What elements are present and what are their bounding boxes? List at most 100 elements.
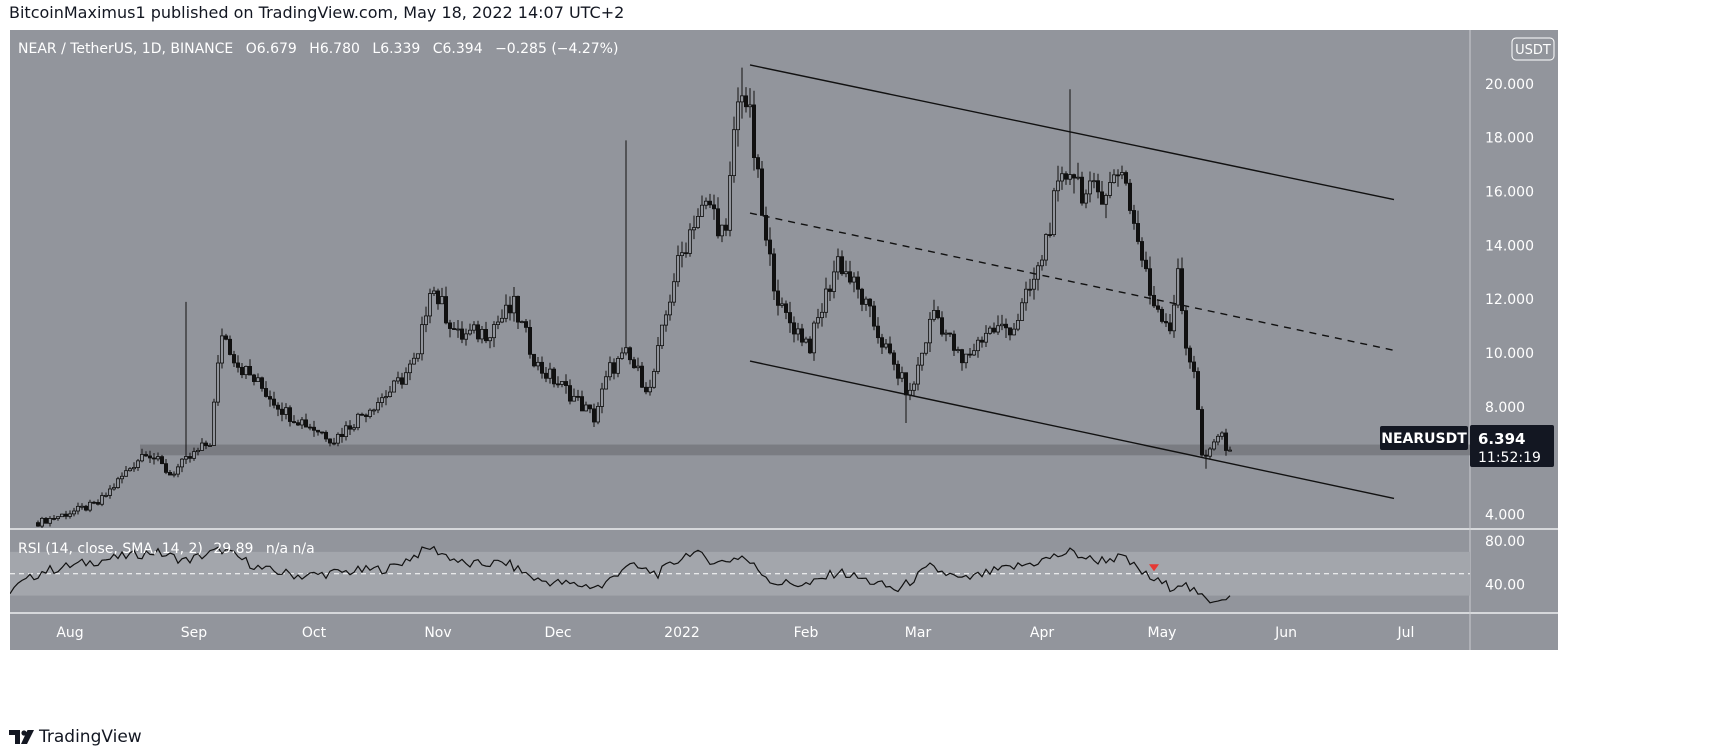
candle xyxy=(403,367,408,385)
candle xyxy=(748,88,753,118)
candle xyxy=(596,402,601,425)
candle xyxy=(471,321,476,334)
candle xyxy=(528,319,533,359)
time-axis-tick: Feb xyxy=(794,625,819,641)
candle xyxy=(303,413,308,428)
currency-badge-label: USDT xyxy=(1515,43,1551,58)
candle xyxy=(379,393,384,408)
candle xyxy=(1116,169,1121,187)
candle xyxy=(716,197,721,239)
candle xyxy=(760,161,765,216)
candle xyxy=(832,260,837,299)
candle xyxy=(980,336,985,348)
candle xyxy=(964,353,969,369)
candle xyxy=(640,361,645,389)
candle xyxy=(724,218,729,237)
last-price-tag: NEARUSDT 6.394 11:52:19 xyxy=(1380,425,1554,467)
candle xyxy=(740,67,745,119)
candle xyxy=(828,284,833,302)
candle xyxy=(495,315,500,330)
candle xyxy=(720,224,725,243)
candle xyxy=(68,510,73,519)
candle xyxy=(295,419,300,427)
candle xyxy=(520,320,525,324)
candle xyxy=(628,346,633,365)
candle xyxy=(1192,355,1197,379)
candle xyxy=(331,437,336,446)
channel-lower-line[interactable] xyxy=(749,360,1395,500)
candle xyxy=(275,402,280,417)
price-tag-symbol: NEARUSDT xyxy=(1381,431,1467,447)
candle xyxy=(632,356,637,369)
time-axis-tick: Aug xyxy=(56,625,83,641)
candle xyxy=(512,286,517,322)
candle xyxy=(772,248,777,301)
rsi-axis-tick: 40.00 xyxy=(1485,578,1525,594)
tradingview-logo[interactable]: TradingView xyxy=(9,726,142,748)
candle xyxy=(127,467,132,472)
candle xyxy=(768,227,773,266)
channel-upper-line[interactable] xyxy=(749,64,1395,201)
candle xyxy=(1184,306,1189,356)
close-value: 6.394 xyxy=(443,41,483,57)
candle xyxy=(960,348,965,371)
candle xyxy=(167,470,172,476)
candle xyxy=(644,382,649,395)
candle xyxy=(231,350,236,367)
candle xyxy=(780,297,785,308)
candle xyxy=(431,286,436,297)
candle xyxy=(552,367,557,388)
time-axis-tick: Dec xyxy=(544,625,571,641)
candle xyxy=(1160,306,1165,324)
price-legend: NEAR / TetherUS, 1D, BINANCE O6.679 H6.7… xyxy=(18,41,618,57)
high-label: H xyxy=(309,41,320,57)
price-axis-tick: 4.000 xyxy=(1485,508,1525,524)
candle xyxy=(287,405,292,427)
candle xyxy=(223,333,228,341)
candle xyxy=(1168,314,1173,335)
candle xyxy=(544,367,549,383)
candle xyxy=(139,448,144,463)
candle xyxy=(708,193,713,208)
candle xyxy=(195,447,200,456)
rsi-layer xyxy=(10,545,1470,604)
candle xyxy=(532,353,537,368)
candle xyxy=(688,223,693,257)
candle xyxy=(1036,261,1041,291)
candle xyxy=(507,296,512,321)
channel-midline[interactable] xyxy=(749,212,1395,352)
rsi-axis-tick: 80.00 xyxy=(1485,534,1525,550)
candle xyxy=(247,359,252,376)
candle xyxy=(227,335,232,356)
candle xyxy=(395,371,400,384)
price-axis-tick: 12.000 xyxy=(1485,292,1534,308)
candle xyxy=(135,459,140,471)
time-axis-tick: Oct xyxy=(302,625,327,641)
candle xyxy=(880,333,885,354)
candle xyxy=(728,161,733,237)
candle xyxy=(499,309,504,324)
candle xyxy=(1132,204,1137,230)
candle xyxy=(696,208,701,230)
price-axis-tick: 10.000 xyxy=(1485,346,1534,362)
rsi-legend: RSI (14, close, SMA, 14, 2) 29.89 n/a n/… xyxy=(18,541,315,557)
candle xyxy=(151,453,156,465)
candle xyxy=(467,323,472,336)
candle xyxy=(307,423,312,431)
candle xyxy=(1000,314,1005,331)
candle xyxy=(848,260,853,285)
time-axis-tick: May xyxy=(1148,625,1177,641)
currency-badge[interactable]: USDT xyxy=(1511,37,1555,61)
candle xyxy=(327,438,332,447)
rsi-axis-background xyxy=(1470,530,1558,612)
time-axis-tick: Jul xyxy=(1397,625,1415,641)
candle xyxy=(96,499,101,506)
candle xyxy=(375,397,380,414)
tradingview-logo-icon xyxy=(9,730,34,744)
candle xyxy=(491,321,496,348)
candle xyxy=(808,336,813,355)
candle xyxy=(736,87,741,147)
candle xyxy=(1016,313,1021,332)
candle xyxy=(80,503,85,510)
